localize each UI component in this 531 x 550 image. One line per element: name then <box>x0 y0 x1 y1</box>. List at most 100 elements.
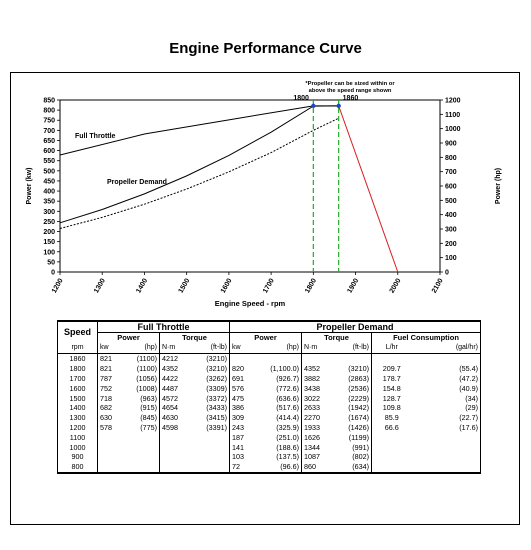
table-cell: 66.6 <box>384 422 399 432</box>
table-cell: (926.7) <box>259 373 302 384</box>
plot-area <box>59 99 441 273</box>
table-cell <box>98 442 128 452</box>
table-cell: (3433) <box>193 402 230 413</box>
table-cell: 578 <box>100 422 112 432</box>
table-cell <box>97 461 128 474</box>
table-cell <box>127 461 160 474</box>
table-cell: 3882 <box>304 373 320 383</box>
table-cell <box>193 432 230 443</box>
y-tick-label-right: 1100 <box>445 112 460 119</box>
pd-power-header: Power <box>229 332 302 342</box>
y-tick-label-left: 400 <box>43 189 55 196</box>
table-row: 1000 141 (188.6) 1344 (991) <box>57 442 481 452</box>
table-cell: 85.9 <box>384 413 399 423</box>
table-cell: (991) <box>335 442 372 452</box>
table-cell: 154.8 <box>382 383 401 393</box>
table-cell: (3309) <box>193 383 230 394</box>
table-cell: (3210) <box>193 363 230 374</box>
table-cell <box>98 432 128 442</box>
y-tick-label-right: 500 <box>445 198 457 205</box>
table-cell: 576 <box>232 383 244 393</box>
ft-power-header: Power <box>97 332 160 342</box>
unit-cell: (ft-lb) <box>335 342 372 354</box>
ft-torque-header: Torque <box>159 332 230 342</box>
table-cell: 187 <box>232 432 244 442</box>
figure-frame <box>10 72 520 525</box>
y-tick-label-left: 850 <box>43 98 55 105</box>
table-cell: (2536) <box>335 383 372 394</box>
unit-cell: N·m <box>301 342 336 354</box>
table-cell: 4352 <box>304 364 320 374</box>
table-cell: 103 <box>232 452 244 462</box>
table-cell: (1942) <box>335 402 372 413</box>
table-cell: 1000 <box>57 442 98 452</box>
table-cell <box>259 353 302 364</box>
table-cell: (1,100.0) <box>259 363 302 374</box>
table-cell: 4422 <box>162 373 178 383</box>
y-tick-label-left: 350 <box>43 199 55 206</box>
marker-point <box>336 103 341 109</box>
y-tick-label-right: 100 <box>445 255 457 262</box>
y-tick-label-left: 500 <box>43 168 55 175</box>
y-tick-label-left: 0 <box>51 270 55 277</box>
table-cell: 1087 <box>304 452 320 462</box>
table-cell: (3391) <box>193 422 230 433</box>
table-row: 1700 787 (1056) 4422 (3262) 691 (926.7) 3882 (28… <box>57 373 481 384</box>
series-label-propeller-demand: Propeller Demand <box>107 179 167 186</box>
table-cell: (772.6) <box>259 383 302 394</box>
table-cell <box>411 353 481 364</box>
table-cell: 128.7 <box>382 393 401 403</box>
unit-cell: kw <box>97 342 128 354</box>
table-cell: (1199) <box>335 432 372 443</box>
table-cell: (34) <box>411 393 481 403</box>
y-tick-label-left: 300 <box>43 209 55 216</box>
table-cell: (1056) <box>127 373 160 384</box>
table-cell <box>411 432 481 443</box>
table-cell: 682 <box>100 403 112 413</box>
series-label-full-throttle: Full Throttle <box>75 133 116 140</box>
table-cell: (17.6) <box>411 422 481 433</box>
y-tick-label-right: 900 <box>445 141 457 148</box>
table-cell <box>372 354 412 364</box>
table-cell: (96.6) <box>259 461 302 474</box>
table-row: 1600 752 (1008) 4487 (3309) 576 (772.6) 3438 (25… <box>57 383 481 394</box>
table-cell: 309 <box>232 413 244 423</box>
chart-title: Engine Performance Curve <box>169 40 362 57</box>
table-cell: (802) <box>335 451 372 462</box>
unit-cell: (ft-lb) <box>193 342 230 354</box>
series-line-2 <box>59 117 339 229</box>
speed-header: Speed <box>57 320 98 342</box>
x-tick-label: 2100 <box>431 277 445 294</box>
unit-cell: (gal/hr) <box>411 342 481 354</box>
y-tick-label-left: 450 <box>43 178 55 185</box>
table-cell: (3372) <box>193 393 230 403</box>
y-tick-label-left: 650 <box>43 138 55 145</box>
y-tick-label-left: 250 <box>43 219 55 226</box>
table-cell: 4212 <box>162 354 178 364</box>
table-row: 1800 821 (1100) 4352 (3210) 820 (1,100.0) 4352(… <box>57 363 481 374</box>
table-cell: 4654 <box>162 403 178 413</box>
series-line-3 <box>338 105 399 273</box>
table-cell <box>372 452 412 462</box>
table-cell: 141 <box>232 442 244 452</box>
table-cell: (414.4) <box>259 412 302 423</box>
table-cell <box>127 442 160 452</box>
performance-table: Speed Full Throttle Propeller Demand Pow… <box>57 320 481 474</box>
table-cell: 1626 <box>304 432 320 442</box>
table-cell: 72 <box>229 461 260 474</box>
table-cell: 1933 <box>304 422 320 432</box>
table-cell <box>411 442 481 452</box>
table-row: 900 103 (137.5) 1087 (802) <box>57 451 481 462</box>
table-cell: (188.6) <box>259 442 302 452</box>
y-tick-label-left: 200 <box>43 229 55 236</box>
table-cell: 691 <box>232 373 244 383</box>
table-cell: (1426) <box>335 422 372 433</box>
table-row: 1860 821 (1100) 4212 (3210) <box>57 353 481 364</box>
table-cell <box>411 451 481 462</box>
y-tick-label-right: 0 <box>445 270 449 277</box>
table-cell: 1400 <box>57 402 98 413</box>
table-cell <box>159 461 194 474</box>
table-cell: (137.5) <box>259 451 302 462</box>
unit-cell: (hp) <box>127 342 160 354</box>
x-tick-label: 1500 <box>178 277 192 294</box>
